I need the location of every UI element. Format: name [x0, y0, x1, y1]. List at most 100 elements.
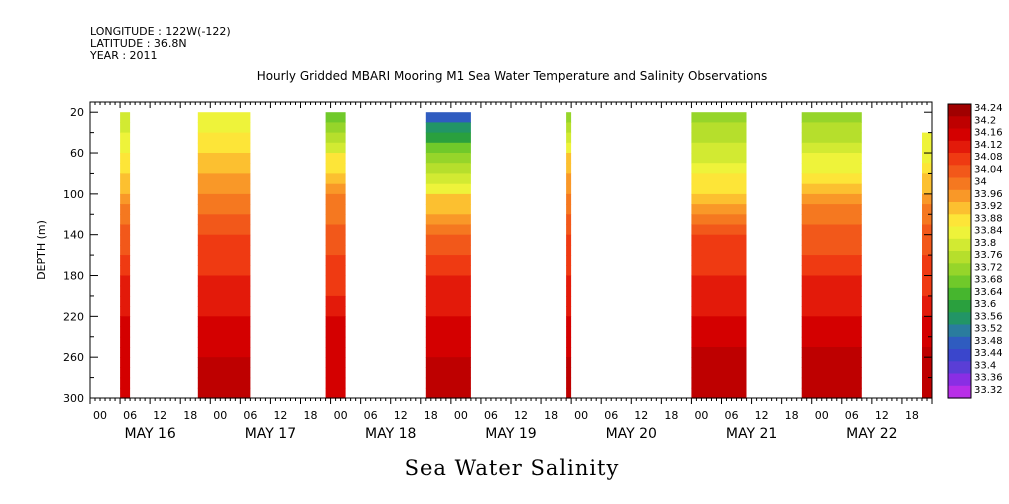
- data-cell: [325, 357, 346, 368]
- colorbar-frame: [947, 103, 972, 399]
- data-cell: [691, 214, 747, 226]
- data-cell: [566, 244, 572, 256]
- data-cell: [425, 357, 471, 368]
- data-cell: [801, 326, 862, 338]
- data-cell: [120, 183, 131, 195]
- x-tick-label: 00: [574, 409, 588, 422]
- data-cell: [325, 316, 346, 328]
- colorbar-label: 33.72: [974, 262, 1003, 273]
- colorbar-swatch: [948, 275, 971, 289]
- data-cell: [922, 306, 932, 317]
- x-tick-label: 06: [725, 409, 739, 422]
- data-cell: [325, 275, 346, 287]
- colorbar-swatch: [948, 336, 971, 350]
- data-cell: [922, 387, 932, 399]
- colorbar-label: 33.88: [974, 213, 1003, 224]
- data-cell: [325, 142, 346, 154]
- data-cell: [691, 295, 747, 307]
- data-cell: [120, 214, 131, 226]
- data-cell: [691, 153, 747, 164]
- data-cell: [425, 183, 471, 195]
- data-cell: [566, 122, 572, 134]
- data-cell: [425, 377, 471, 389]
- data-cell: [566, 326, 572, 338]
- data-cell: [566, 275, 572, 287]
- colorbar-swatch: [948, 361, 971, 375]
- y-tick-label: 140: [63, 229, 84, 242]
- data-cell: [425, 285, 471, 297]
- x-tick-label: 06: [123, 409, 137, 422]
- data-cell: [566, 377, 572, 389]
- x-axis-label: Sea Water Salinity: [405, 456, 620, 480]
- data-cell: [691, 234, 747, 246]
- data-cell: [566, 214, 572, 226]
- data-cell: [801, 112, 862, 123]
- data-cell: [325, 265, 346, 277]
- data-cell: [425, 153, 471, 164]
- data-cell: [801, 336, 862, 348]
- data-cell: [691, 357, 747, 368]
- data-cell: [197, 367, 251, 379]
- day-label: MAY 16: [124, 426, 175, 442]
- colorbar-swatch: [948, 140, 971, 154]
- data-cell: [566, 295, 572, 307]
- colorbar-swatch: [948, 128, 971, 142]
- data-cell: [691, 316, 747, 328]
- data-cell: [425, 326, 471, 338]
- data-cell: [691, 122, 747, 134]
- x-tick-label: 00: [334, 409, 348, 422]
- data-cell: [425, 275, 471, 287]
- data-cell: [801, 244, 862, 256]
- data-cell: [691, 275, 747, 287]
- colorbar-label: 34: [974, 177, 987, 188]
- data-cell: [197, 173, 251, 185]
- plot-axes: 00 06 12 18 00 06 12 18 00 06 12 18 00 06 12 18 00 06 12 18…: [63, 101, 933, 442]
- x-tick-label: 00: [213, 409, 227, 422]
- data-cell: [197, 387, 251, 399]
- chart-title: Hourly Gridded MBARI Mooring M1 Sea Wate…: [257, 69, 768, 83]
- data-cell: [922, 183, 932, 195]
- data-cell: [120, 265, 131, 277]
- data-cell: [425, 336, 471, 348]
- data-cell: [922, 204, 932, 215]
- data-cell: [425, 244, 471, 256]
- data-cell: [801, 357, 862, 368]
- data-cell: [197, 326, 251, 338]
- data-cell: [801, 153, 862, 164]
- data-cell: [325, 387, 346, 399]
- data-cell: [197, 306, 251, 317]
- colorbar-label: 33.92: [974, 201, 1003, 212]
- data-cell: [425, 224, 471, 236]
- year-label: YEAR : 2011: [89, 49, 158, 62]
- data-cell: [425, 387, 471, 399]
- colorbar-swatch: [948, 165, 971, 179]
- x-tick-label: 00: [93, 409, 107, 422]
- y-tick-label: 260: [63, 351, 84, 364]
- day-label: MAY 20: [606, 426, 657, 442]
- colorbar-label: 34.08: [974, 152, 1003, 163]
- x-tick-label: 12: [514, 409, 528, 422]
- x-tick-label: 12: [875, 409, 889, 422]
- data-cell: [801, 367, 862, 379]
- data-cell: [922, 255, 932, 266]
- data-cell: [922, 163, 932, 174]
- data-cell: [566, 367, 572, 379]
- data-cell: [325, 204, 346, 215]
- data-cell: [325, 193, 346, 205]
- data-cell: [120, 367, 131, 379]
- colorbar-label: 33.76: [974, 250, 1003, 261]
- data-cell: [120, 244, 131, 256]
- colorbar-label: 34.2: [974, 115, 996, 126]
- data-cell: [691, 255, 747, 266]
- data-cell: [691, 142, 747, 154]
- data-cell: [691, 244, 747, 256]
- data-cell: [922, 275, 932, 287]
- y-tick-label: 220: [63, 310, 84, 323]
- data-cell: [120, 224, 131, 236]
- data-cell: [566, 173, 572, 185]
- data-cell: [566, 387, 572, 399]
- colorbar-swatch: [948, 287, 971, 301]
- data-cell: [922, 367, 932, 379]
